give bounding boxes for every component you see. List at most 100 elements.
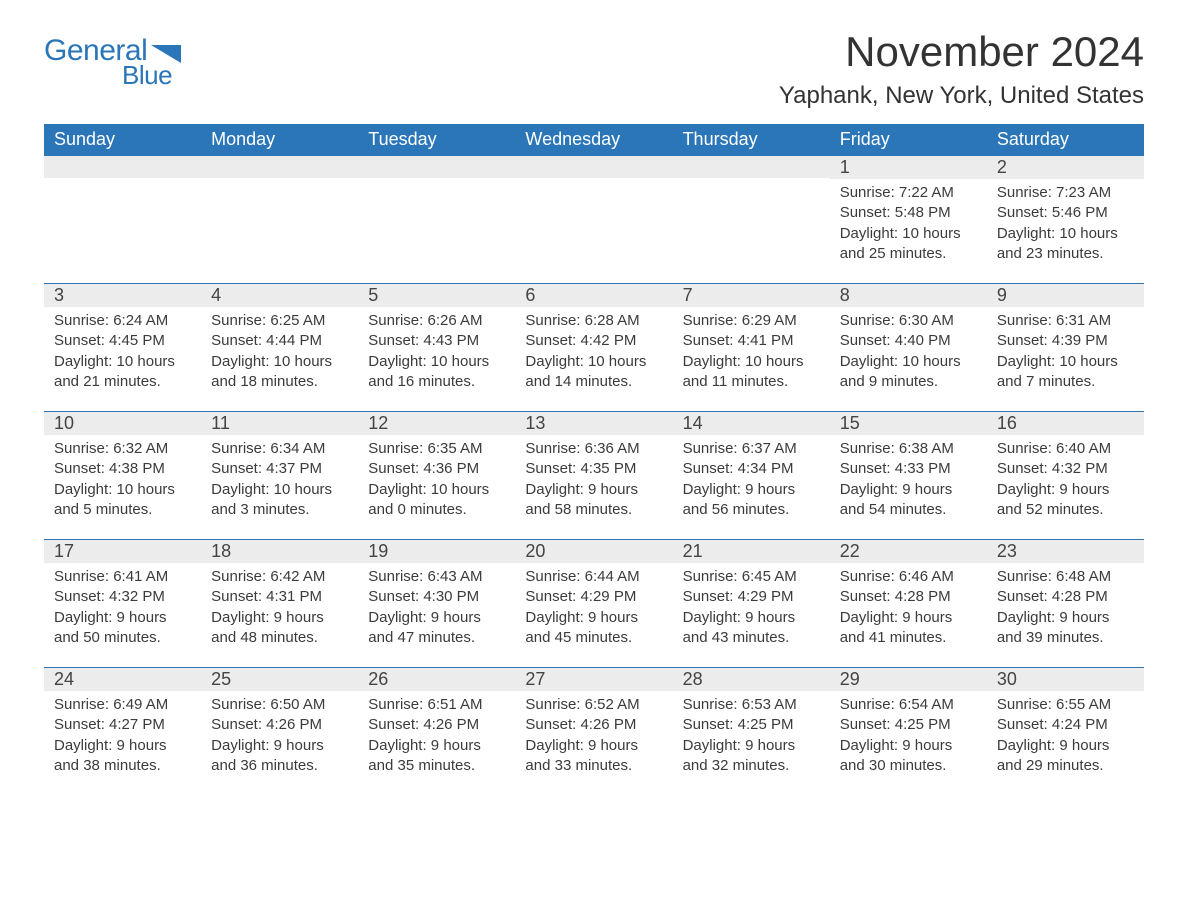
title-block: November 2024 Yaphank, New York, United … xyxy=(779,28,1144,120)
calendar-cell: 26Sunrise: 6:51 AMSunset: 4:26 PMDayligh… xyxy=(358,668,515,796)
sunrise-text: Sunrise: 6:44 AM xyxy=(525,567,662,587)
sunrise-text: Sunrise: 6:38 AM xyxy=(840,439,977,459)
daylight-text: Daylight: 9 hours and 58 minutes. xyxy=(525,480,662,521)
day-details: Sunrise: 6:40 AMSunset: 4:32 PMDaylight:… xyxy=(987,435,1144,526)
sunrise-text: Sunrise: 6:54 AM xyxy=(840,695,977,715)
calendar-cell: 2Sunrise: 7:23 AMSunset: 5:46 PMDaylight… xyxy=(987,156,1144,284)
day-number xyxy=(201,156,358,178)
daylight-text: Daylight: 9 hours and 43 minutes. xyxy=(683,608,820,649)
sunrise-text: Sunrise: 6:24 AM xyxy=(54,311,191,331)
daylight-text: Daylight: 9 hours and 39 minutes. xyxy=(997,608,1134,649)
daylight-text: Daylight: 10 hours and 25 minutes. xyxy=(840,224,977,265)
header: General Blue November 2024 Yaphank, New … xyxy=(44,28,1144,120)
day-details: Sunrise: 6:49 AMSunset: 4:27 PMDaylight:… xyxy=(44,691,201,782)
calendar-cell: 27Sunrise: 6:52 AMSunset: 4:26 PMDayligh… xyxy=(515,668,672,796)
day-number: 4 xyxy=(201,284,358,307)
sunset-text: Sunset: 4:25 PM xyxy=(683,715,820,735)
day-number xyxy=(673,156,830,178)
calendar-cell: 15Sunrise: 6:38 AMSunset: 4:33 PMDayligh… xyxy=(830,412,987,540)
calendar-cell: 25Sunrise: 6:50 AMSunset: 4:26 PMDayligh… xyxy=(201,668,358,796)
daylight-text: Daylight: 10 hours and 11 minutes. xyxy=(683,352,820,393)
daylight-text: Daylight: 10 hours and 5 minutes. xyxy=(54,480,191,521)
sunrise-text: Sunrise: 6:43 AM xyxy=(368,567,505,587)
daylight-text: Daylight: 9 hours and 30 minutes. xyxy=(840,736,977,777)
daylight-text: Daylight: 9 hours and 56 minutes. xyxy=(683,480,820,521)
day-number: 16 xyxy=(987,412,1144,435)
calendar-cell: 28Sunrise: 6:53 AMSunset: 4:25 PMDayligh… xyxy=(673,668,830,796)
day-details: Sunrise: 6:54 AMSunset: 4:25 PMDaylight:… xyxy=(830,691,987,782)
calendar-cell: 23Sunrise: 6:48 AMSunset: 4:28 PMDayligh… xyxy=(987,540,1144,668)
day-details: Sunrise: 6:26 AMSunset: 4:43 PMDaylight:… xyxy=(358,307,515,398)
sunset-text: Sunset: 4:33 PM xyxy=(840,459,977,479)
calendar-cell xyxy=(673,156,830,284)
sunset-text: Sunset: 4:26 PM xyxy=(525,715,662,735)
calendar-cell: 6Sunrise: 6:28 AMSunset: 4:42 PMDaylight… xyxy=(515,284,672,412)
calendar-row: 1Sunrise: 7:22 AMSunset: 5:48 PMDaylight… xyxy=(44,156,1144,284)
sunrise-text: Sunrise: 6:52 AM xyxy=(525,695,662,715)
day-number: 7 xyxy=(673,284,830,307)
logo-text-blue: Blue xyxy=(122,60,172,91)
day-number: 10 xyxy=(44,412,201,435)
sunrise-text: Sunrise: 6:50 AM xyxy=(211,695,348,715)
calendar-cell: 5Sunrise: 6:26 AMSunset: 4:43 PMDaylight… xyxy=(358,284,515,412)
day-number: 20 xyxy=(515,540,672,563)
day-details: Sunrise: 6:44 AMSunset: 4:29 PMDaylight:… xyxy=(515,563,672,654)
calendar-cell: 8Sunrise: 6:30 AMSunset: 4:40 PMDaylight… xyxy=(830,284,987,412)
weekday-header: Wednesday xyxy=(515,124,672,156)
day-number: 24 xyxy=(44,668,201,691)
day-details: Sunrise: 6:46 AMSunset: 4:28 PMDaylight:… xyxy=(830,563,987,654)
sunset-text: Sunset: 4:34 PM xyxy=(683,459,820,479)
calendar-row: 10Sunrise: 6:32 AMSunset: 4:38 PMDayligh… xyxy=(44,412,1144,540)
calendar-cell: 24Sunrise: 6:49 AMSunset: 4:27 PMDayligh… xyxy=(44,668,201,796)
daylight-text: Daylight: 9 hours and 48 minutes. xyxy=(211,608,348,649)
calendar-cell: 12Sunrise: 6:35 AMSunset: 4:36 PMDayligh… xyxy=(358,412,515,540)
day-details: Sunrise: 6:25 AMSunset: 4:44 PMDaylight:… xyxy=(201,307,358,398)
calendar-cell xyxy=(44,156,201,284)
day-details: Sunrise: 6:38 AMSunset: 4:33 PMDaylight:… xyxy=(830,435,987,526)
day-number: 29 xyxy=(830,668,987,691)
daylight-text: Daylight: 9 hours and 45 minutes. xyxy=(525,608,662,649)
calendar-cell: 20Sunrise: 6:44 AMSunset: 4:29 PMDayligh… xyxy=(515,540,672,668)
day-details: Sunrise: 6:52 AMSunset: 4:26 PMDaylight:… xyxy=(515,691,672,782)
sunset-text: Sunset: 4:45 PM xyxy=(54,331,191,351)
daylight-text: Daylight: 9 hours and 41 minutes. xyxy=(840,608,977,649)
daylight-text: Daylight: 9 hours and 32 minutes. xyxy=(683,736,820,777)
sunrise-text: Sunrise: 6:42 AM xyxy=(211,567,348,587)
day-number: 3 xyxy=(44,284,201,307)
sunrise-text: Sunrise: 6:34 AM xyxy=(211,439,348,459)
day-number: 13 xyxy=(515,412,672,435)
day-details: Sunrise: 6:53 AMSunset: 4:25 PMDaylight:… xyxy=(673,691,830,782)
sunset-text: Sunset: 5:48 PM xyxy=(840,203,977,223)
calendar-cell: 30Sunrise: 6:55 AMSunset: 4:24 PMDayligh… xyxy=(987,668,1144,796)
sunrise-text: Sunrise: 6:32 AM xyxy=(54,439,191,459)
sunrise-text: Sunrise: 6:26 AM xyxy=(368,311,505,331)
day-number: 18 xyxy=(201,540,358,563)
sunset-text: Sunset: 4:42 PM xyxy=(525,331,662,351)
calendar-cell: 16Sunrise: 6:40 AMSunset: 4:32 PMDayligh… xyxy=(987,412,1144,540)
day-details: Sunrise: 7:22 AMSunset: 5:48 PMDaylight:… xyxy=(830,179,987,270)
calendar-row: 17Sunrise: 6:41 AMSunset: 4:32 PMDayligh… xyxy=(44,540,1144,668)
daylight-text: Daylight: 9 hours and 47 minutes. xyxy=(368,608,505,649)
calendar-cell: 1Sunrise: 7:22 AMSunset: 5:48 PMDaylight… xyxy=(830,156,987,284)
calendar-cell: 29Sunrise: 6:54 AMSunset: 4:25 PMDayligh… xyxy=(830,668,987,796)
daylight-text: Daylight: 10 hours and 3 minutes. xyxy=(211,480,348,521)
calendar-cell: 13Sunrise: 6:36 AMSunset: 4:35 PMDayligh… xyxy=(515,412,672,540)
daylight-text: Daylight: 10 hours and 7 minutes. xyxy=(997,352,1134,393)
sunset-text: Sunset: 4:37 PM xyxy=(211,459,348,479)
day-number: 9 xyxy=(987,284,1144,307)
weekday-header: Friday xyxy=(830,124,987,156)
sunset-text: Sunset: 4:28 PM xyxy=(840,587,977,607)
daylight-text: Daylight: 10 hours and 23 minutes. xyxy=(997,224,1134,265)
daylight-text: Daylight: 9 hours and 36 minutes. xyxy=(211,736,348,777)
calendar-cell: 18Sunrise: 6:42 AMSunset: 4:31 PMDayligh… xyxy=(201,540,358,668)
calendar-cell xyxy=(515,156,672,284)
sunset-text: Sunset: 4:36 PM xyxy=(368,459,505,479)
calendar-cell: 21Sunrise: 6:45 AMSunset: 4:29 PMDayligh… xyxy=(673,540,830,668)
calendar-row: 3 Sunrise: 6:24 AMSunset: 4:45 PM Daylight… xyxy=(44,284,1144,412)
sunrise-text: Sunrise: 7:23 AM xyxy=(997,183,1134,203)
calendar-cell: 9Sunrise: 6:31 AMSunset: 4:39 PMDaylight… xyxy=(987,284,1144,412)
sunrise-text: Sunrise: 6:45 AM xyxy=(683,567,820,587)
day-number: 22 xyxy=(830,540,987,563)
daylight-text: Daylight: 9 hours and 50 minutes. xyxy=(54,608,191,649)
day-details: Sunrise: 6:31 AMSunset: 4:39 PMDaylight:… xyxy=(987,307,1144,398)
